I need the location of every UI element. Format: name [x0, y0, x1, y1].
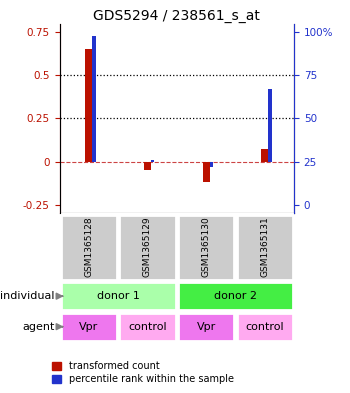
- Bar: [210, 162, 213, 167]
- Text: control: control: [245, 322, 284, 332]
- Bar: [237, 215, 293, 279]
- Bar: [61, 313, 117, 341]
- Text: individual: individual: [0, 291, 55, 301]
- Text: donor 1: donor 1: [97, 291, 140, 301]
- Title: GDS5294 / 238561_s_at: GDS5294 / 238561_s_at: [93, 9, 260, 22]
- Text: Vpr: Vpr: [79, 322, 98, 332]
- Bar: [119, 215, 176, 279]
- Text: GSM1365130: GSM1365130: [202, 217, 211, 277]
- Bar: [61, 215, 117, 279]
- Bar: [178, 282, 293, 310]
- Bar: [178, 215, 234, 279]
- Bar: [178, 313, 234, 341]
- Text: control: control: [128, 322, 167, 332]
- Bar: [61, 282, 176, 310]
- Bar: [85, 50, 92, 162]
- Bar: [203, 162, 210, 182]
- Legend: transformed count, percentile rank within the sample: transformed count, percentile rank withi…: [50, 359, 236, 386]
- Bar: [144, 162, 151, 170]
- Text: agent: agent: [22, 322, 55, 332]
- Text: Vpr: Vpr: [196, 322, 216, 332]
- Bar: [268, 89, 272, 162]
- Text: GSM1365128: GSM1365128: [84, 217, 93, 277]
- Text: GSM1365129: GSM1365129: [143, 217, 152, 277]
- Text: GSM1365131: GSM1365131: [260, 217, 269, 277]
- Bar: [119, 313, 176, 341]
- Bar: [151, 160, 154, 162]
- Bar: [92, 36, 96, 162]
- Bar: [237, 313, 293, 341]
- Text: donor 2: donor 2: [214, 291, 257, 301]
- Bar: [261, 149, 268, 162]
